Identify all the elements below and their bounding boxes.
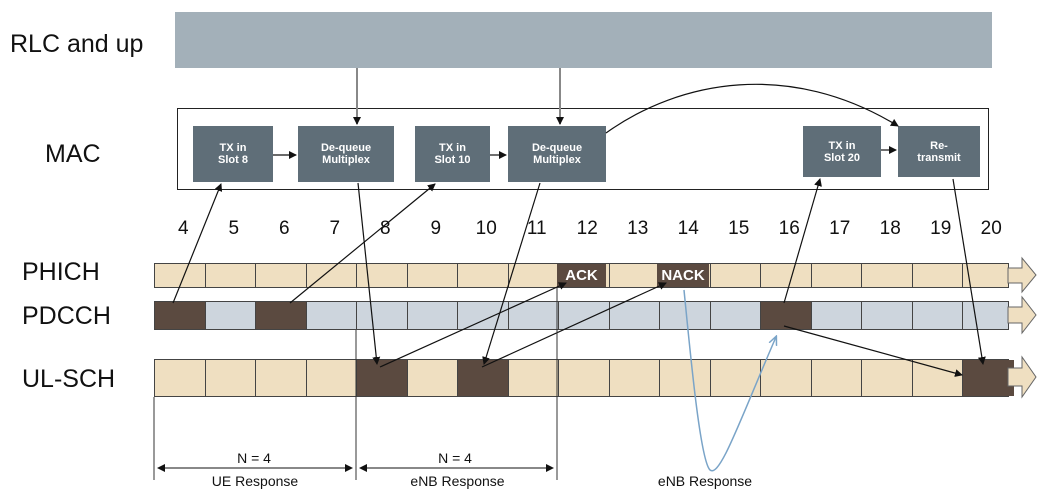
subframe-number: 19 xyxy=(930,218,952,239)
subframe-number: 20 xyxy=(980,218,1002,239)
mac-dequeue-multiplex-box-2: De-queue Multiplex xyxy=(508,126,606,182)
subframe-number: 13 xyxy=(627,218,649,239)
mac-retransmit-box: Re-transmit xyxy=(898,126,980,177)
subframe-number: 8 xyxy=(379,218,391,239)
phich-cell xyxy=(610,264,660,287)
mac-dequeue-multiplex-box-1: De-queue Multiplex xyxy=(298,126,394,182)
subframe-number: 10 xyxy=(475,218,497,239)
rlc-layer-bar xyxy=(175,12,992,68)
ulsch-row xyxy=(154,359,1014,397)
pdcch-cell xyxy=(761,302,812,329)
phich-cell xyxy=(256,264,307,287)
mac-tx-slot-20-box: TX in Slot 20 xyxy=(803,126,881,177)
n4-label-ue: N = 4 xyxy=(237,450,271,466)
phich-cell xyxy=(812,264,862,287)
ulsch-cell xyxy=(307,360,357,396)
phich-label: PHICH xyxy=(22,258,100,286)
phich-cell xyxy=(963,264,1014,287)
ulsch-cell xyxy=(559,360,610,396)
ulsch-cell xyxy=(913,360,963,396)
mac-layer-label: MAC xyxy=(45,140,101,168)
pdcch-cell xyxy=(408,302,458,329)
phich-cell xyxy=(155,264,206,287)
ue-response-label: UE Response xyxy=(211,473,299,489)
pdcch-cell xyxy=(862,302,913,329)
pdcch-cell xyxy=(559,302,610,329)
phich-cell xyxy=(913,264,963,287)
phich-cell xyxy=(357,264,408,287)
subframe-number: 12 xyxy=(576,218,598,239)
mac-tx-slot-10-box: TX in Slot 10 xyxy=(415,126,490,182)
pdcch-label: PDCCH xyxy=(22,302,111,330)
ulsch-cell xyxy=(761,360,812,396)
n4-label-enb: N = 4 xyxy=(438,450,472,466)
ulsch-cell xyxy=(458,360,509,396)
ulsch-cell xyxy=(660,360,711,396)
ulsch-cell xyxy=(812,360,862,396)
mac-layer-frame xyxy=(177,108,989,190)
ulsch-label: UL-SCH xyxy=(22,365,116,393)
phich-cell xyxy=(307,264,357,287)
phich-cell xyxy=(408,264,458,287)
pdcch-cell xyxy=(913,302,963,329)
pdcch-cell xyxy=(711,302,761,329)
ulsch-cell xyxy=(206,360,256,396)
phich-cell xyxy=(862,264,913,287)
pdcch-cell xyxy=(963,302,1014,329)
subframe-number: 14 xyxy=(677,218,699,239)
ulsch-cell xyxy=(862,360,913,396)
ack-tag: ACK xyxy=(557,264,606,287)
subframe-number: 18 xyxy=(879,218,901,239)
ulsch-cell xyxy=(509,360,559,396)
pdcch-cell xyxy=(357,302,408,329)
subframe-number: 5 xyxy=(228,218,240,239)
ulsch-cell xyxy=(256,360,307,396)
enb-response-label-1: eNB Response xyxy=(410,473,505,489)
pdcch-cell xyxy=(155,302,206,329)
subframe-number: 15 xyxy=(728,218,750,239)
phich-cell xyxy=(509,264,559,287)
mac-tx-slot-8-box: TX in Slot 8 xyxy=(193,126,273,182)
ulsch-cell xyxy=(963,360,1014,396)
phich-cell xyxy=(761,264,812,287)
subframe-number: 7 xyxy=(329,218,341,239)
phich-cell xyxy=(660,264,711,287)
phich-cell xyxy=(206,264,256,287)
ulsch-cell xyxy=(610,360,660,396)
pdcch-cell xyxy=(307,302,357,329)
pdcch-cell xyxy=(256,302,307,329)
pdcch-cell xyxy=(660,302,711,329)
subframe-number: 17 xyxy=(829,218,851,239)
ulsch-cell xyxy=(357,360,408,396)
pdcch-cell xyxy=(206,302,256,329)
pdcch-cell xyxy=(812,302,862,329)
enb-response-label-2: eNB Response xyxy=(657,473,753,489)
ulsch-cell xyxy=(711,360,761,396)
subframe-number: 11 xyxy=(526,218,547,239)
pdcch-cell xyxy=(610,302,660,329)
phich-cell xyxy=(711,264,761,287)
pdcch-cell xyxy=(509,302,559,329)
ulsch-cell xyxy=(408,360,458,396)
pdcch-row xyxy=(154,301,1009,330)
nack-tag: NACK xyxy=(657,264,709,287)
pdcch-cell xyxy=(458,302,509,329)
ulsch-cell xyxy=(155,360,206,396)
rlc-layer-label: RLC and up xyxy=(10,30,144,58)
subframe-number: 6 xyxy=(278,218,290,239)
subframe-number: 16 xyxy=(778,218,800,239)
subframe-number: 4 xyxy=(177,218,189,239)
subframe-number: 9 xyxy=(430,218,442,239)
phich-cell xyxy=(559,264,610,287)
phich-cell xyxy=(458,264,509,287)
